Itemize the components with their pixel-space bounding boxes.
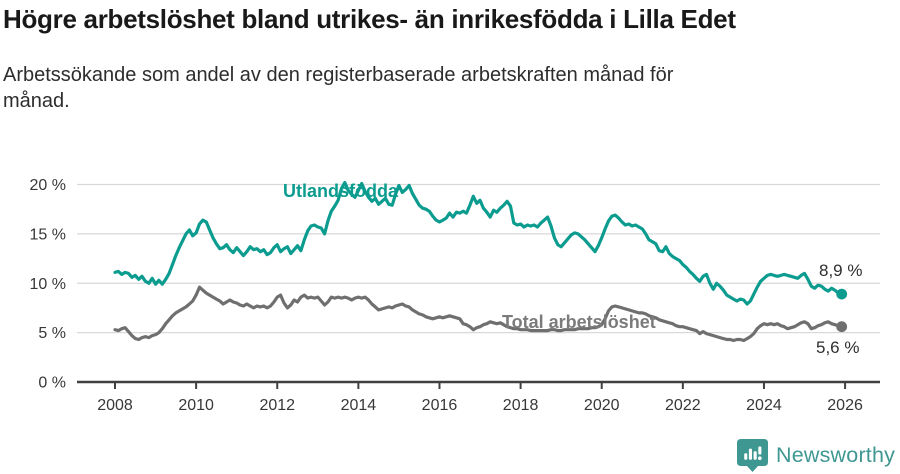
utlandsfodda-line (113, 180, 844, 306)
y-tick-label: 15 % (30, 226, 66, 243)
x-tick-label: 2020 (584, 397, 620, 414)
x-tick-label: 2014 (341, 397, 377, 414)
x-tick-label: 2024 (746, 397, 782, 414)
y-tick-label: 20 % (30, 177, 66, 194)
newsworthy-wordmark: Newsworthy (776, 443, 896, 467)
x-tick-label: 2018 (503, 397, 539, 414)
x-tick-label: 2008 (97, 397, 133, 414)
chart-title: Högre arbetslöshet bland utrikes- än inr… (3, 4, 736, 34)
total-end-dot (836, 321, 848, 333)
series-label-utlandsfodda: Utlandsfödda (283, 181, 398, 201)
x-tick-label: 2010 (178, 397, 214, 414)
total-line (113, 285, 844, 343)
newsworthy-pin-icon (737, 439, 768, 472)
end-value-total: 5,6 % (816, 338, 860, 357)
newsworthy-logo[interactable]: Newsworthy (737, 439, 895, 472)
chart-subtitle: Arbetssökande som andel av den registerb… (3, 64, 674, 113)
series-label-total: Total arbetslöshet (502, 312, 656, 332)
x-tick-label: 2022 (665, 397, 701, 414)
y-tick-label: 5 % (38, 325, 66, 342)
x-tick-label: 2026 (827, 397, 863, 414)
y-tick-label: 10 % (30, 276, 66, 293)
x-tick-label: 2016 (422, 397, 458, 414)
end-value-utlandsfodda: 8,9 % (819, 261, 863, 280)
x-tick-label: 2012 (259, 397, 295, 414)
y-tick-label: 0 % (38, 375, 66, 392)
utlandsfodda-end-dot (836, 288, 848, 300)
